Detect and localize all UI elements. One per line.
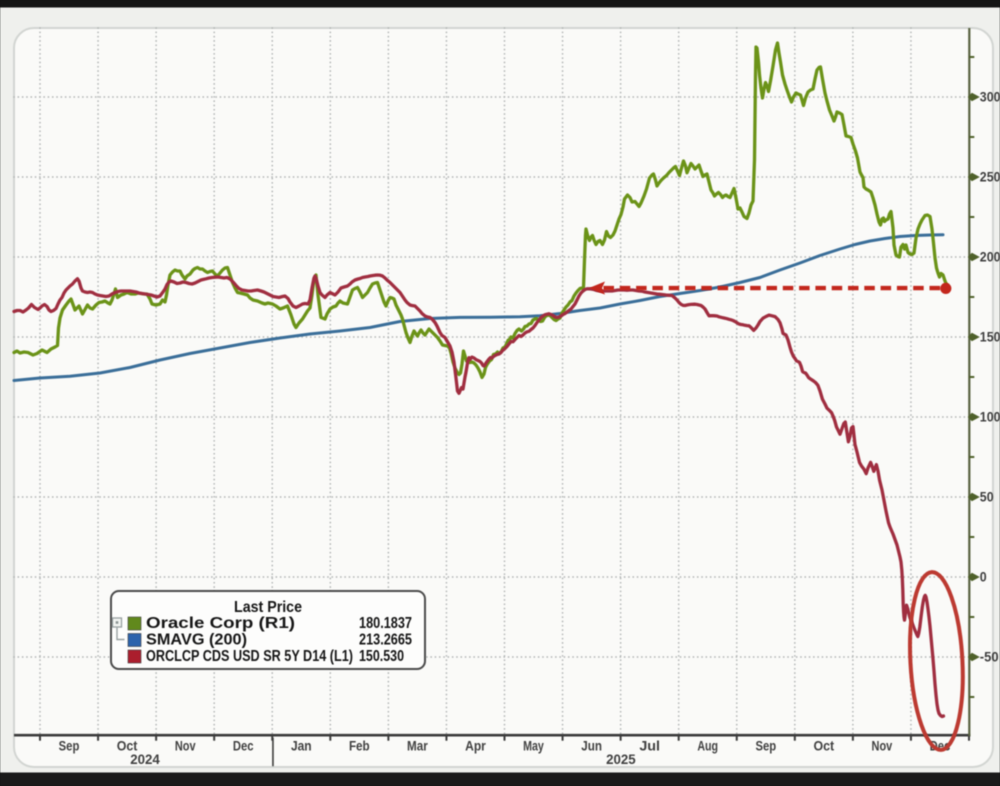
x-axis-month-label: Feb xyxy=(349,739,370,754)
y-axis-arrow-tick xyxy=(967,172,980,182)
x-axis-month-label: Jun xyxy=(581,739,602,754)
dashed-arrow-head xyxy=(588,281,605,295)
y-axis-value-label: 50 xyxy=(980,490,994,505)
y-axis-value-label: 300 xyxy=(980,90,1000,105)
y-axis-value-label: 150 xyxy=(980,330,1000,345)
x-axis-month-label: Jul xyxy=(639,739,660,754)
x-axis-year-label: 2025 xyxy=(606,752,636,767)
y-axis-arrow-tick xyxy=(967,492,980,502)
x-axis-month-label: Oct xyxy=(117,739,138,754)
orcl-cds-line xyxy=(12,273,946,719)
legend-item-label: ORCLCP CDS USD SR 5Y D14 (L1) xyxy=(146,648,353,665)
x-axis-month-label: Nov xyxy=(872,739,893,754)
legend: Last Price Oracle Corp (R1) 180.1837 SMA… xyxy=(110,590,426,670)
x-axis-year-label: 2024 xyxy=(130,752,160,767)
y-axis-value-label: -50 xyxy=(980,650,999,665)
legend-item-label: SMAVG (200) xyxy=(146,632,247,649)
bottom-letterbox xyxy=(0,772,1000,786)
x-axis-month-label: Nov xyxy=(175,739,196,754)
legend-swatch xyxy=(127,616,142,631)
y-axis-arrow-tick xyxy=(967,652,980,662)
y-axis-value-label: 200 xyxy=(980,250,1000,265)
legend-title: Last Price xyxy=(234,599,302,616)
legend-tree-connector xyxy=(116,627,125,641)
y-axis-value-label: 0 xyxy=(980,570,987,585)
y-axis-value-labels: 300 250 200 150 100 50 0 -50 xyxy=(980,90,1000,665)
last-price-dot xyxy=(940,282,952,294)
legend-item-label: Oracle Corp (R1) xyxy=(146,615,295,632)
x-axis-month-labels: Sep Oct Nov Dec Jan Feb Mar Apr May Jun … xyxy=(59,739,951,754)
x-axis-month-label: May xyxy=(523,739,544,754)
x-axis-month-label: Dec xyxy=(233,739,254,754)
x-axis-year-labels: 2024 2025 xyxy=(130,752,636,767)
smavg-200-line xyxy=(12,233,945,382)
legend-box xyxy=(110,590,426,670)
x-axis-month-label: Sep xyxy=(755,739,776,754)
y-axis-arrow-tick xyxy=(967,252,980,262)
y-axis-arrow-tick xyxy=(967,412,980,422)
x-axis-month-label: Jan xyxy=(291,739,312,754)
x-axis-month-label: Sep xyxy=(59,739,80,754)
x-axis-month-label: Apr xyxy=(465,739,486,754)
highlight-ellipse xyxy=(908,570,965,752)
legend-swatch xyxy=(127,633,142,647)
x-axis-month-label: Aug xyxy=(697,739,718,754)
y-axis-value-label: 100 xyxy=(980,410,1000,425)
legend-item-value: 180.1837 xyxy=(359,615,412,632)
legend-item-value: 150.530 xyxy=(359,648,404,665)
y-axis-arrow-tick xyxy=(967,572,980,582)
y-axis-arrow-tick xyxy=(967,332,980,342)
x-axis-month-label: Mar xyxy=(407,739,428,754)
oracle-price-line xyxy=(12,41,949,380)
legend-tree-expand-dot xyxy=(115,621,119,624)
legend-swatch xyxy=(127,649,142,664)
y-axis-value-label: 250 xyxy=(980,170,1000,185)
x-axis-month-label: Oct xyxy=(813,739,834,754)
y-axis-arrow-tick xyxy=(967,92,980,102)
legend-item-value: 213.2665 xyxy=(359,632,412,649)
